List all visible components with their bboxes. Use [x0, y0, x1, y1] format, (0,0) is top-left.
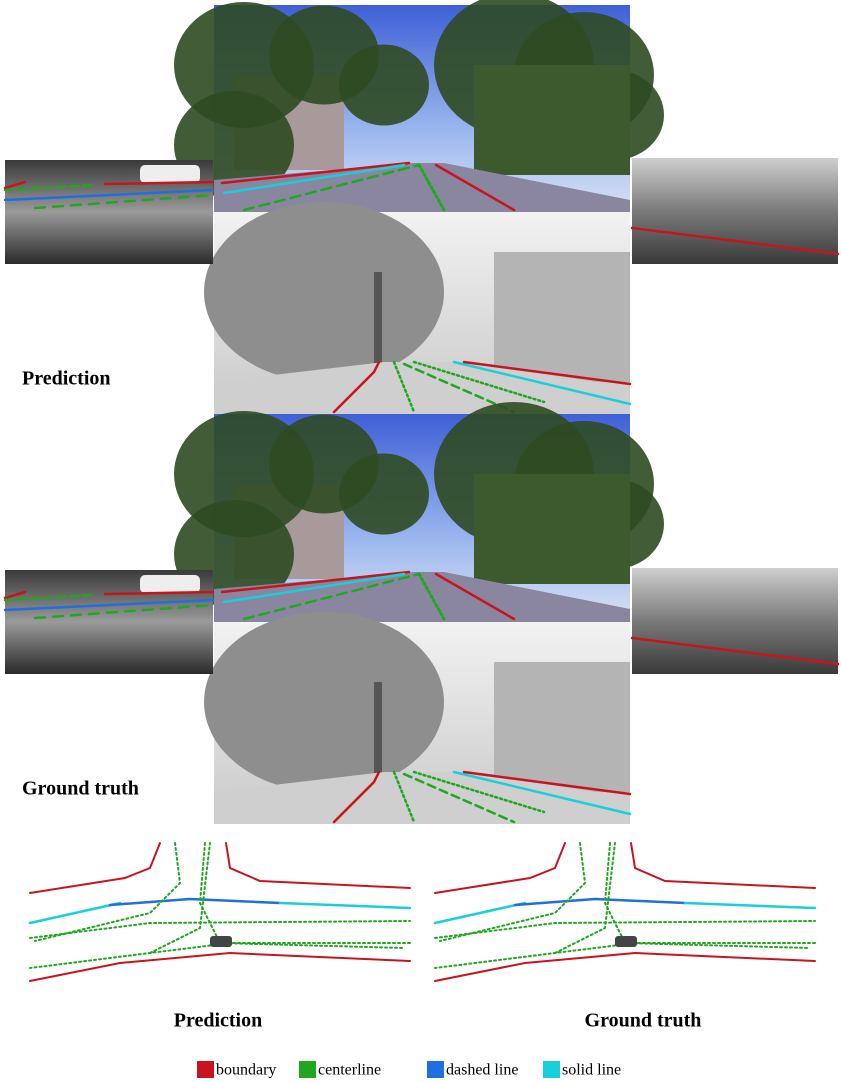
- legend: boundary centerline dashed line solid line: [197, 1061, 621, 1079]
- bev-map: [435, 843, 815, 981]
- tree: [339, 454, 429, 535]
- lane-c: [200, 843, 405, 948]
- legend-swatch: [197, 1061, 214, 1078]
- camera-images: [5, 0, 838, 824]
- bev-panel-label: Ground truth: [585, 1010, 702, 1032]
- ego-car: [210, 936, 232, 947]
- vegetation: [474, 65, 630, 175]
- building: [494, 662, 630, 792]
- legend-swatch: [427, 1061, 444, 1078]
- lane-c: [435, 921, 815, 938]
- image: [632, 568, 838, 674]
- lane-c: [605, 843, 810, 948]
- legend-label: dashed line: [446, 1062, 518, 1079]
- bev-maps: [30, 843, 815, 981]
- camera-panel-label: Prediction: [22, 368, 111, 390]
- right-camera: [632, 568, 838, 674]
- left-camera: [5, 160, 213, 264]
- right-camera: [632, 158, 838, 264]
- vegetation: [474, 474, 630, 584]
- lane-c: [440, 843, 585, 941]
- legend-swatch: [299, 1061, 316, 1078]
- tree: [204, 612, 444, 792]
- lane-b: [435, 953, 815, 981]
- car: [140, 165, 200, 183]
- building: [494, 252, 630, 382]
- tree: [339, 45, 429, 126]
- lane-d: [515, 899, 685, 905]
- lane-s: [685, 903, 815, 908]
- bev-panel-label: Prediction: [174, 1010, 263, 1032]
- lane-d: [110, 899, 280, 905]
- car: [140, 575, 200, 593]
- legend-label: boundary: [216, 1062, 276, 1079]
- front-camera: [174, 402, 664, 622]
- lane-b: [30, 953, 410, 981]
- lane-s: [435, 903, 525, 923]
- lane-c: [35, 843, 180, 941]
- image: [632, 158, 838, 264]
- rear-camera: [204, 202, 630, 414]
- legend-label: solid line: [562, 1062, 621, 1079]
- lane-s: [280, 903, 410, 908]
- lane-s: [30, 903, 120, 923]
- left-camera: [5, 570, 213, 674]
- rear-camera: [204, 612, 630, 824]
- tree: [204, 202, 444, 382]
- camera-panel-label: Ground truth: [22, 778, 139, 800]
- lane-b: [30, 843, 160, 893]
- figure: Prediction Ground truth Prediction Groun…: [0, 0, 841, 1082]
- lane-c: [30, 921, 410, 938]
- bev-map: [30, 843, 410, 981]
- legend-swatch: [543, 1061, 560, 1078]
- lane-b: [631, 843, 815, 888]
- ego-car: [615, 936, 637, 947]
- front-camera: [174, 0, 664, 213]
- lane-b: [226, 843, 410, 888]
- legend-label: centerline: [318, 1062, 381, 1079]
- lane-b: [435, 843, 565, 893]
